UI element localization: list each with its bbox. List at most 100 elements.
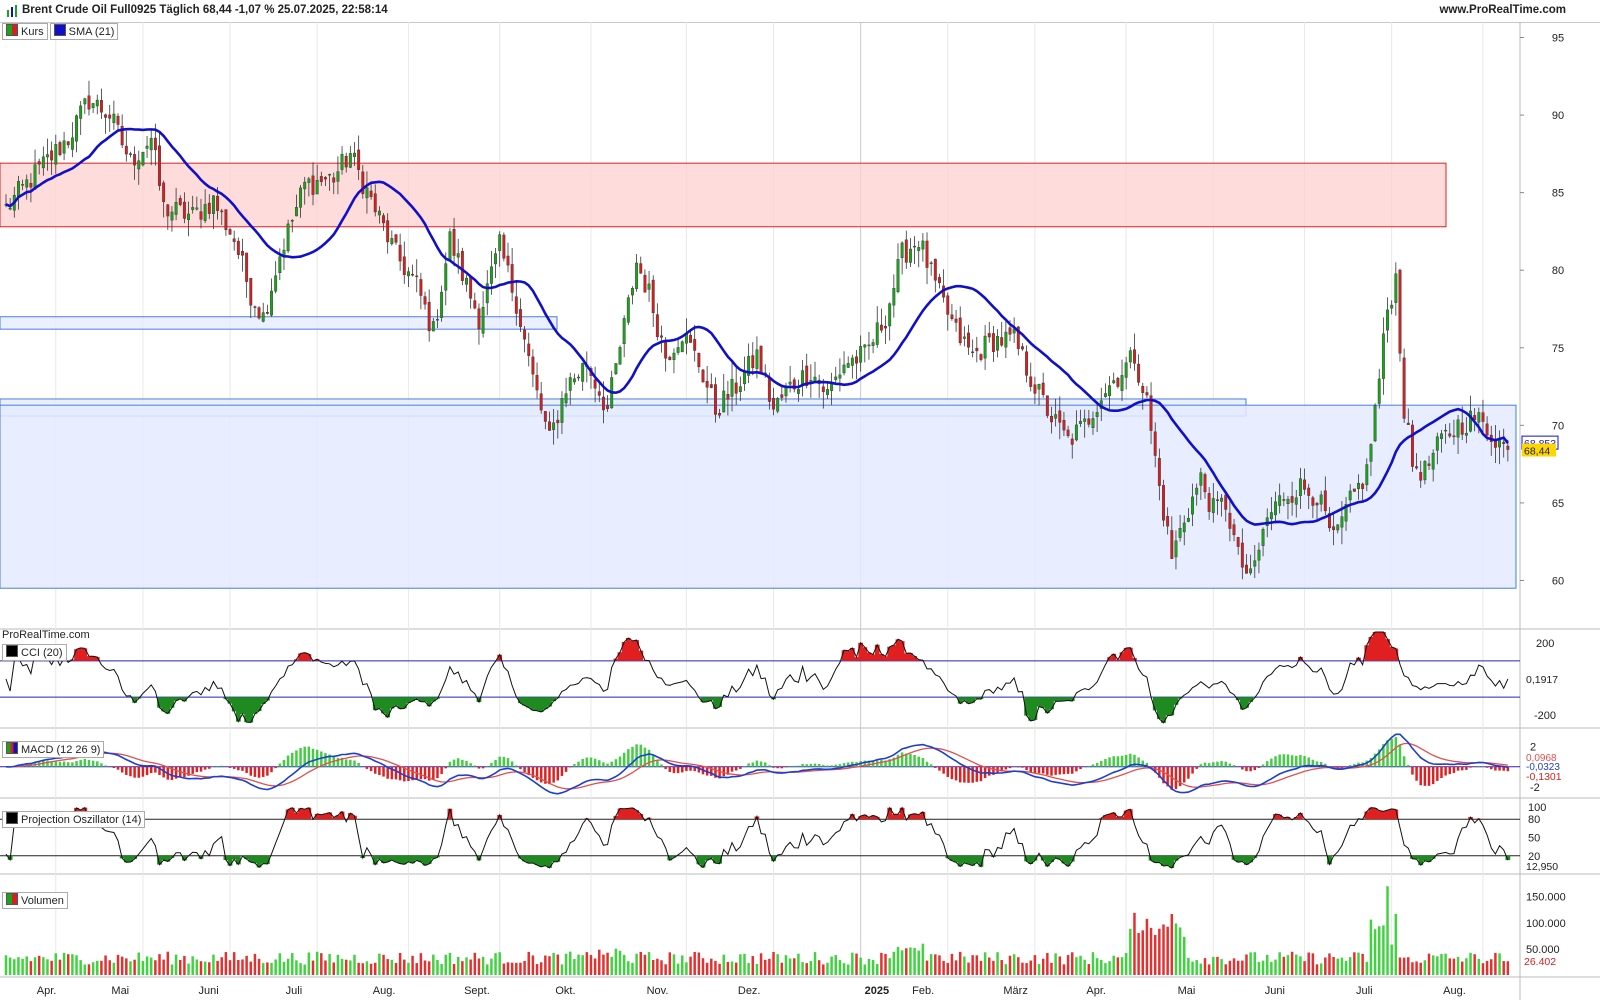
candle-body [1323, 490, 1327, 512]
candle-body [581, 363, 585, 382]
candle-body [954, 318, 958, 323]
x-axis-label: Apr. [1086, 985, 1106, 997]
candle-body [62, 140, 66, 154]
macd-panel [0, 733, 1520, 795]
candle-body [867, 344, 871, 347]
candle-body [962, 336, 966, 339]
candle-body [344, 155, 348, 168]
candle-body [792, 379, 796, 390]
chart-title: Brent Crude Oil Full0925 Täglich 68,44 -… [22, 4, 388, 16]
candle-body [1070, 438, 1074, 445]
candle-body [846, 363, 850, 368]
candle-body [415, 275, 419, 278]
candle-body [1274, 501, 1277, 516]
candle-body [448, 231, 452, 260]
candle-body [1062, 419, 1066, 431]
po-overbought-fill [16, 807, 1482, 820]
candle-body [1464, 433, 1468, 436]
candle-body [1440, 433, 1443, 439]
legend-po[interactable]: Projection Oszillator (14) [2, 811, 146, 828]
candle-body [1186, 518, 1190, 522]
candle-body [1365, 464, 1369, 486]
candle-body [1220, 497, 1224, 502]
candle-body [1344, 504, 1348, 522]
cci-line [5, 631, 1509, 724]
candle-body [444, 263, 448, 291]
candle-body [1278, 495, 1282, 506]
legend-cci[interactable]: CCI (20) [2, 644, 67, 661]
candle-body [1311, 497, 1315, 506]
candle-body [826, 389, 829, 395]
candle-body [46, 154, 49, 158]
macd-value: -0,0323 [1526, 762, 1560, 773]
candle-body [41, 156, 45, 169]
candle-body [390, 238, 394, 245]
candle-body [427, 301, 431, 332]
candle-body [456, 253, 460, 258]
candle-body [979, 354, 983, 360]
candle-body [1286, 498, 1290, 505]
candle-body [913, 245, 917, 248]
legend-kurs[interactable]: Kurs [2, 23, 48, 40]
candle-body [572, 378, 576, 383]
chart-canvas[interactable]: 9590858075706560200-2002-2100805020150.0… [0, 22, 1600, 1000]
candle-body [112, 113, 116, 124]
candle-body [1336, 524, 1340, 531]
candle-body [1087, 418, 1091, 425]
candle-body [1506, 445, 1510, 450]
candle-body [203, 204, 207, 221]
candle-body [747, 355, 751, 376]
cci-panel [0, 631, 1520, 724]
candle-body [1423, 461, 1427, 481]
candlestick-series [4, 80, 1510, 580]
candle-body [87, 95, 91, 110]
candle-body [1029, 376, 1033, 387]
candle-body [755, 349, 759, 369]
candle-body [249, 277, 253, 306]
candle-body [303, 181, 307, 190]
candle-body [286, 223, 290, 252]
candle-body [1249, 568, 1253, 574]
candle-body [1477, 412, 1481, 423]
candle-body [908, 248, 912, 263]
x-axis-label: Apr. [37, 985, 57, 997]
support-zone [0, 316, 558, 330]
candle-body [548, 421, 551, 431]
candle-body [1315, 503, 1319, 506]
candle-body [722, 390, 726, 413]
candle-body [535, 375, 539, 391]
candle-body [1290, 496, 1294, 503]
candle-body [1348, 490, 1352, 501]
candle-body [261, 312, 265, 322]
candle-body [29, 183, 33, 188]
candle-body [153, 137, 157, 151]
candle-body [1016, 326, 1020, 349]
candle-body [502, 234, 506, 259]
candle-body [759, 345, 763, 375]
candle-body [290, 220, 294, 222]
candle-body [996, 335, 999, 351]
candle-body [324, 177, 327, 180]
candle-body [21, 184, 25, 186]
candle-body [1145, 392, 1149, 396]
candle-body [54, 144, 58, 165]
legend-macd[interactable]: MACD (12 26 9) [2, 741, 105, 758]
candle-body [394, 234, 398, 243]
candle-body [137, 160, 141, 170]
candle-body [855, 356, 858, 364]
candle-body [141, 151, 145, 166]
candle-body [1228, 512, 1232, 529]
po-tick-label: 100 [1528, 802, 1546, 814]
candle-body [560, 398, 564, 423]
candle-body [1116, 377, 1120, 387]
x-axis-label: Mai [111, 985, 129, 997]
site-link[interactable]: www.ProRealTime.com [1439, 4, 1566, 16]
candle-body [709, 384, 713, 388]
candle-body [676, 347, 680, 353]
legend-volume[interactable]: Volumen [2, 892, 68, 909]
candle-body [577, 376, 580, 379]
candle-body [1398, 269, 1402, 354]
po-last-label: 12,950 [1526, 861, 1558, 873]
legend-sma[interactable]: SMA (21) [49, 23, 119, 40]
candle-body [1141, 386, 1145, 393]
